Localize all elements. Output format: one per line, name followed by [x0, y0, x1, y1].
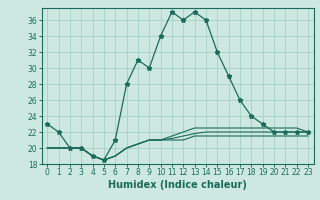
X-axis label: Humidex (Indice chaleur): Humidex (Indice chaleur): [108, 180, 247, 190]
